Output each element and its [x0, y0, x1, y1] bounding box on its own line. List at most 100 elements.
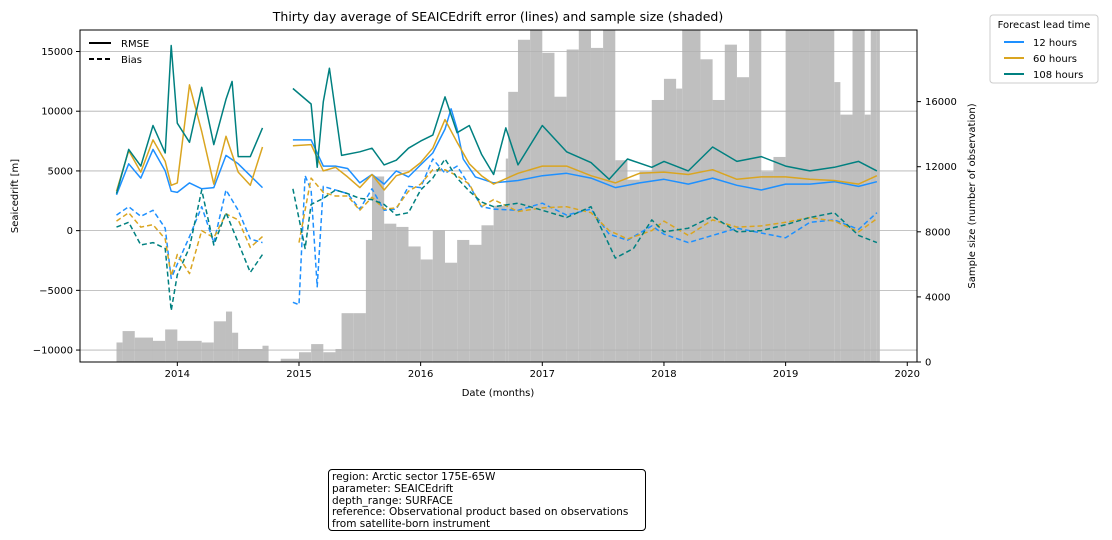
info-depth-range: depth_range: SURFACE — [332, 494, 453, 507]
sample-size-bar — [615, 160, 628, 362]
y-tick-label: 15000 — [41, 47, 73, 58]
series-legend-box — [989, 14, 1099, 84]
x-tick-label: 2016 — [408, 369, 433, 380]
line-style-legend: RMSE Bias — [89, 39, 149, 66]
series-legend: Forecast lead time 12 hours 60 hours 108… — [989, 14, 1099, 84]
y2-tick-label: 0 — [925, 358, 931, 369]
sample-size-bar — [761, 171, 774, 362]
y2-tick-label: 12000 — [925, 162, 957, 173]
sample-size-bar — [676, 88, 683, 363]
sample-size-bar — [590, 47, 604, 362]
sample-size-bar — [432, 230, 445, 362]
bias-line-series-2 — [116, 158, 878, 312]
sample-size-bar — [481, 225, 494, 362]
y-axis-ticks: −10000 −5000 0 5000 10000 15000 — [33, 47, 80, 357]
x-tick-label: 2018 — [651, 369, 676, 380]
sample-size-bar — [311, 344, 324, 362]
y2-tick-label: 8000 — [925, 227, 950, 238]
x-tick-label: 2019 — [773, 369, 798, 380]
sample-size-bar — [457, 239, 470, 362]
x-tick-label: 2017 — [530, 369, 555, 380]
sample-size-bar — [566, 49, 579, 362]
y-tick-label: 10000 — [41, 107, 73, 118]
sample-size-bar — [785, 30, 810, 362]
sample-size-bar — [189, 340, 202, 362]
x-tick-label: 2020 — [895, 369, 920, 380]
sample-size-bar — [493, 205, 506, 362]
sample-size-bar — [384, 223, 397, 362]
sample-size-bar — [420, 259, 433, 362]
sample-size-bar — [578, 30, 591, 362]
error-lines — [115, 44, 878, 312]
sample-size-bar — [262, 345, 269, 362]
info-box: region: Arctic sector 175E-65W parameter… — [328, 469, 646, 531]
legend-label-108h: 108 hours — [1033, 70, 1083, 81]
legend-label-60h: 60 hours — [1033, 54, 1077, 65]
y2-axis-label: Sample size (number of observation) — [967, 103, 978, 288]
sample-size-bar — [280, 358, 299, 362]
sample-size-bar — [809, 30, 835, 362]
sample-size-bar — [213, 321, 226, 362]
y-tick-label: 5000 — [48, 166, 73, 177]
y2-tick-label: 4000 — [925, 292, 950, 303]
series-legend-title: Forecast lead time — [998, 20, 1091, 31]
sample-size-bar — [201, 342, 214, 362]
y-tick-label: −5000 — [39, 286, 73, 297]
sample-size-bar — [700, 59, 713, 362]
sample-size-bar — [749, 30, 762, 362]
sample-size-bar — [554, 96, 567, 362]
sample-size-bar — [152, 340, 166, 362]
bias-legend-label: Bias — [121, 55, 142, 66]
sample-size-bar — [225, 311, 233, 362]
sample-size-bar — [116, 342, 123, 362]
sample-size-bar — [724, 44, 737, 362]
sample-size-bar — [353, 313, 366, 362]
sample-size-bar — [165, 329, 178, 362]
sample-size-bar — [341, 313, 354, 362]
sample-size-bar — [840, 114, 853, 363]
sample-size-bar — [736, 77, 750, 362]
sample-size-bar — [603, 30, 616, 362]
sample-size-bar — [238, 348, 263, 362]
sample-size-bar — [469, 244, 482, 362]
sample-size-bar — [444, 262, 458, 362]
rmse-line-series-2 — [115, 44, 878, 194]
sample-size-bar — [323, 352, 336, 362]
sample-size-bar — [530, 30, 543, 362]
sample-size-bar — [639, 171, 652, 362]
rmse-legend-label: RMSE — [121, 39, 149, 50]
sample-size-bar — [365, 239, 372, 362]
info-reference: reference: Observational product based o… — [332, 506, 629, 519]
sample-size-bar — [682, 30, 701, 362]
y2-tick-label: 16000 — [925, 97, 957, 108]
sample-size-bar — [335, 348, 342, 362]
sample-size-bar — [298, 352, 312, 362]
sample-size-bar — [773, 156, 786, 362]
rmse-line-series-0 — [115, 108, 878, 196]
y-tick-label: 0 — [67, 226, 73, 237]
sample-size-bar — [122, 331, 135, 362]
y2-axis-ticks: 0 4000 8000 12000 16000 — [917, 97, 957, 369]
x-axis-ticks: 2014 2015 2016 2017 2018 2019 2020 — [165, 362, 920, 380]
info-region: region: Arctic sector 175E-65W — [332, 471, 496, 483]
sample-size-bar — [396, 226, 409, 362]
y-tick-label: −10000 — [33, 346, 73, 357]
sample-size-bar — [177, 340, 190, 362]
sample-size-bar — [663, 78, 677, 362]
sample-size-bar — [870, 30, 877, 362]
sample-size-bar — [232, 332, 239, 362]
sample-size-bar — [408, 246, 421, 362]
sample-size-bar — [852, 30, 865, 362]
bias-line-series-0 — [116, 158, 878, 306]
info-parameter: parameter: SEAICEdrift — [332, 482, 454, 495]
x-tick-label: 2015 — [286, 369, 311, 380]
sample-size-bar — [542, 52, 555, 363]
legend-label-12h: 12 hours — [1033, 38, 1077, 49]
sample-size-bar — [508, 91, 518, 362]
sample-size-bar — [371, 176, 385, 362]
sample-size-bars — [116, 30, 880, 363]
y-axis-label: Seaicedrift [m] — [10, 159, 21, 233]
sample-size-bar — [517, 39, 531, 362]
sample-size-bar — [505, 158, 509, 362]
